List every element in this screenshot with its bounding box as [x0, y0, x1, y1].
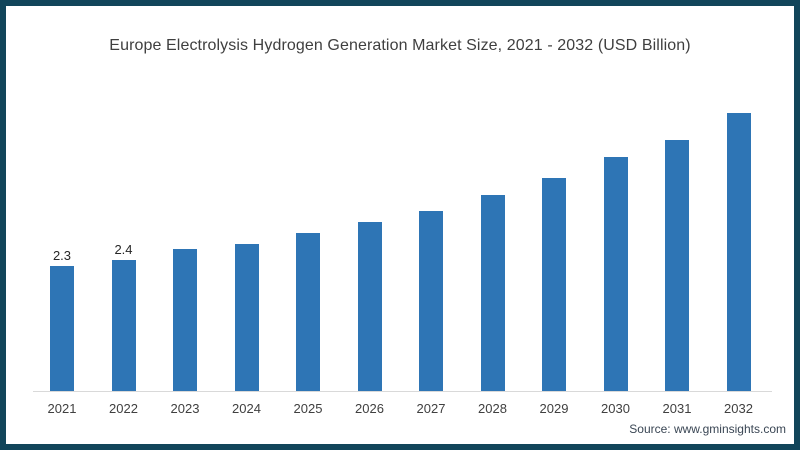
bar-value-label-2021: 2.3 — [52, 248, 72, 263]
bar-2026 — [357, 222, 382, 391]
bar-2021 — [50, 266, 74, 391]
x-tick-2022: 2022 — [109, 401, 138, 416]
bar-2028 — [480, 195, 505, 391]
bar-value-label-2022: 2.4 — [114, 242, 133, 257]
x-tick-2025: 2025 — [293, 401, 323, 416]
bar-2022 — [111, 260, 136, 391]
bar-2023 — [173, 249, 197, 391]
x-tick-2029: 2029 — [539, 401, 569, 416]
x-tick-2031: 2031 — [662, 401, 692, 416]
x-tick-2030: 2030 — [601, 401, 630, 416]
bar-2032 — [726, 113, 751, 391]
x-tick-2021: 2021 — [47, 401, 77, 416]
x-tick-2024: 2024 — [232, 401, 261, 416]
chart-canvas: Europe Electrolysis Hydrogen Generation … — [6, 6, 794, 444]
x-tick-2032: 2032 — [724, 401, 753, 416]
source-attribution: Source: www.gminsights.com — [629, 422, 786, 436]
bar-2029 — [542, 178, 566, 391]
x-axis-line — [33, 391, 772, 392]
bar-2024 — [234, 244, 259, 391]
bar-2030 — [603, 157, 628, 391]
bar-2027 — [419, 211, 443, 391]
x-tick-2027: 2027 — [416, 401, 446, 416]
bar-2031 — [665, 140, 689, 391]
x-tick-2028: 2028 — [478, 401, 507, 416]
x-tick-2023: 2023 — [170, 401, 200, 416]
bar-2025 — [296, 233, 320, 391]
x-tick-2026: 2026 — [355, 401, 384, 416]
chart-title: Europe Electrolysis Hydrogen Generation … — [109, 37, 691, 54]
